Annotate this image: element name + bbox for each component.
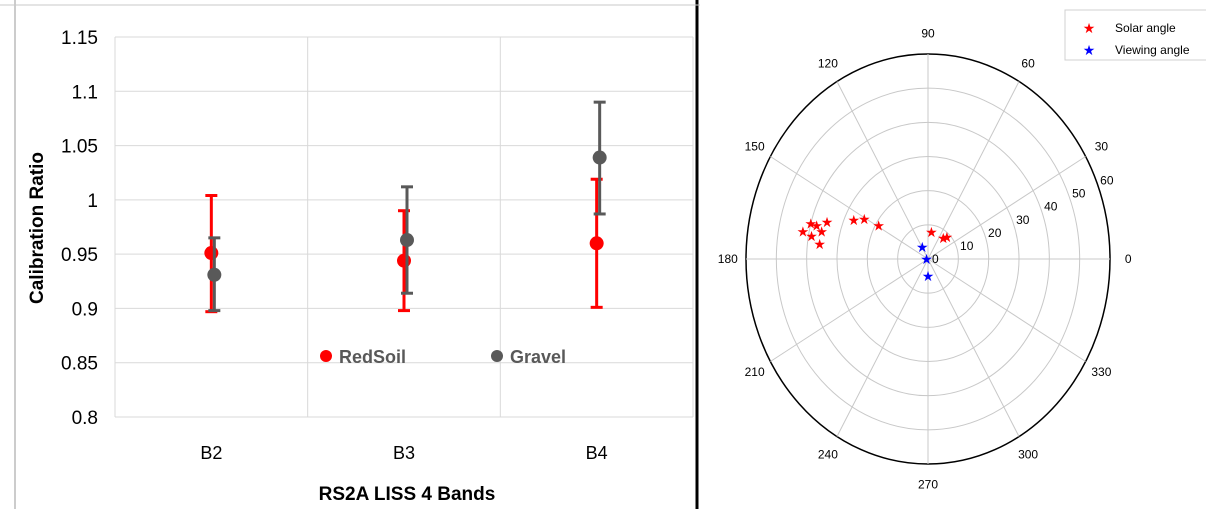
y-tick-label: 0.95: [61, 245, 98, 266]
radial-tick-label: 50: [1072, 187, 1086, 201]
legend-marker-gravel: [491, 350, 503, 362]
x-axis-label: RS2A LISS 4 Bands: [319, 484, 496, 505]
point-solar-angle: ★: [821, 214, 834, 230]
x-tick-label: B3: [393, 443, 415, 463]
polar-legend: ★ Solar angle ★ Viewing angle: [1064, 9, 1206, 61]
legend-marker-redsoil: [320, 350, 332, 362]
radial-tick-label: 20: [988, 226, 1002, 240]
polar-angle-chart: 0 30 60 90 120 150 180 210 240 270 300 330 0 10 20 30 40…: [718, 9, 1206, 492]
point-gravel: [400, 233, 414, 248]
radial-tick-label: 10: [960, 239, 974, 253]
point-viewing-angle: ★: [922, 268, 935, 284]
point-solar-angle: ★: [872, 218, 885, 234]
x-tick-label: B2: [200, 443, 222, 463]
legend-label-redsoil: RedSoil: [339, 347, 406, 367]
angular-gridline: [927, 258, 1086, 362]
radial-tick-label: 40: [1044, 200, 1058, 214]
legend-marker-solar: ★: [1083, 20, 1096, 36]
calibration-ratio-chart: 0.8 0.85 0.9 0.95 1 1.05 1.1 1.15 B2 B3 B4 RedSoil…: [0, 0, 700, 509]
point-redsoil: [204, 246, 219, 261]
point-solar-angle: ★: [815, 223, 828, 239]
y-tick-label: 1.05: [61, 137, 98, 158]
point-solar-angle: ★: [810, 217, 823, 233]
point-redsoil: [397, 253, 411, 268]
angular-gridline: [770, 156, 929, 260]
y-tick-label: 0.8: [72, 408, 98, 429]
angle-tick-label: 240: [818, 447, 838, 461]
radial-tick-label: 60: [1100, 174, 1114, 188]
point-solar-angle: ★: [797, 224, 810, 240]
point-solar-angle: ★: [813, 236, 826, 252]
angle-tick-label: 120: [818, 57, 838, 71]
angular-gridline: [927, 81, 1020, 260]
legend-label-gravel: Gravel: [510, 347, 566, 367]
angular-gridline: [927, 258, 1020, 437]
legend-marker-viewing: ★: [1083, 42, 1096, 58]
angle-tick-label: 0: [1125, 252, 1132, 266]
angle-tick-label: 210: [745, 365, 765, 379]
point-solar-angle: ★: [941, 229, 954, 245]
angle-tick-label: 60: [1021, 57, 1035, 71]
y-axis-label: Calibration Ratio: [27, 152, 48, 304]
angle-tick-label: 330: [1091, 365, 1111, 379]
angle-tick-label: 300: [1018, 447, 1038, 461]
point-gravel: [207, 267, 222, 282]
point-solar-angle: ★: [805, 228, 818, 244]
point-viewing-angle: ★: [916, 239, 929, 255]
point-viewing-angle: ★: [920, 251, 933, 267]
y-tick-label: 1.1: [72, 82, 98, 103]
legend-label-viewing: Viewing angle: [1115, 43, 1190, 57]
x-tick-label: B4: [586, 443, 608, 463]
point-gravel: [592, 150, 607, 165]
legend-label-solar: Solar angle: [1115, 21, 1176, 35]
angular-gridline: [770, 258, 929, 362]
y-tick-label: 1: [87, 191, 98, 212]
angle-tick-label: 180: [718, 252, 738, 266]
angular-gridline: [927, 156, 1086, 260]
y-tick-label: 0.9: [72, 299, 98, 320]
y-tick-label: 0.85: [61, 354, 98, 375]
angle-tick-label: 30: [1095, 139, 1109, 153]
point-solar-angle: ★: [847, 212, 860, 228]
legend: RedSoil Gravel: [320, 347, 566, 367]
point-solar-angle: ★: [858, 211, 871, 227]
radial-tick-label: 30: [1016, 213, 1030, 227]
legend-box: [1064, 9, 1206, 61]
point-redsoil: [589, 236, 604, 251]
angle-tick-label: 270: [918, 478, 938, 492]
radial-tick-label: 0: [932, 252, 939, 266]
angular-gridline: [836, 81, 929, 260]
point-solar-angle: ★: [937, 230, 950, 246]
point-solar-angle: ★: [805, 216, 818, 232]
angle-tick-label: 90: [921, 27, 935, 41]
y-tick-label: 1.15: [61, 28, 98, 49]
angle-tick-label: 150: [745, 139, 765, 153]
point-solar-angle: ★: [925, 224, 938, 240]
angular-gridline: [836, 258, 929, 437]
